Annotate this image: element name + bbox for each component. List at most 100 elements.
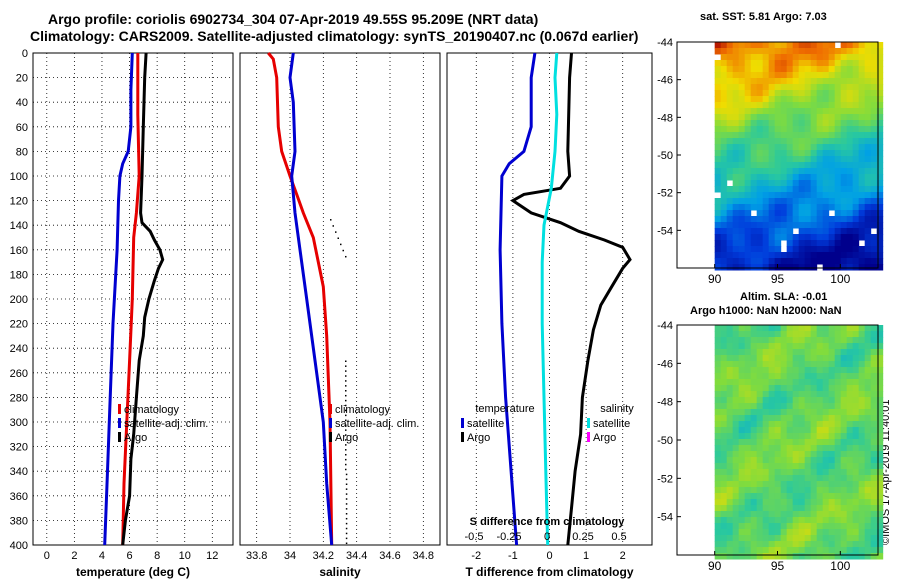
map-cell (720, 391, 728, 398)
map-cell (822, 361, 830, 368)
map-cell (762, 547, 770, 554)
map-cell (768, 355, 776, 362)
map-cell (852, 445, 860, 452)
map-cell (804, 180, 812, 187)
map-cell (852, 451, 860, 458)
map-cell (810, 180, 818, 187)
map-cell (714, 246, 722, 253)
map-cell (726, 433, 734, 440)
map-cell (750, 108, 758, 115)
map-cell (798, 48, 806, 55)
map-cell (780, 439, 788, 446)
map-y-tick-label: -52 (657, 188, 673, 200)
map-cell (876, 541, 884, 548)
map-cell (840, 54, 848, 61)
map-cell (810, 48, 818, 55)
map-cell (744, 150, 752, 157)
map-cell (792, 132, 800, 139)
map-cell (792, 355, 800, 362)
map-cell (804, 547, 812, 554)
map-cell (822, 132, 830, 139)
map-cell (852, 361, 860, 368)
y-tick-label: 260 (10, 368, 28, 380)
map-cell (816, 499, 824, 506)
map-cell (822, 487, 830, 494)
map-cell (822, 385, 830, 392)
map-cell (750, 144, 758, 151)
map-cell (792, 264, 800, 271)
map-cell (852, 78, 860, 85)
y-tick-label: 20 (16, 73, 28, 85)
map-cell (810, 228, 818, 235)
map-cell (870, 102, 878, 109)
map-cell (816, 445, 824, 452)
map-cell (744, 529, 752, 536)
x-tick-label: 0 (44, 550, 50, 562)
map-cell (720, 150, 728, 157)
map-cell (750, 343, 758, 350)
map-cell (720, 547, 728, 554)
map-cell (786, 42, 794, 49)
map-cell (822, 54, 830, 61)
map-cell (804, 421, 812, 428)
map-cell (762, 463, 770, 470)
map-cell (816, 132, 824, 139)
map-cell (816, 469, 824, 476)
map-cell (750, 379, 758, 386)
map-cell (846, 114, 854, 121)
map-cell (744, 180, 752, 187)
map-cell (786, 204, 794, 211)
argo-salinity-dot (345, 390, 347, 392)
map-cell (876, 421, 884, 428)
map-cell (840, 463, 848, 470)
map-cell (720, 258, 728, 265)
map-cell (798, 487, 806, 494)
map-cell (804, 355, 812, 362)
map-cell (840, 252, 848, 259)
map-cell (726, 355, 734, 362)
map-cell (840, 469, 848, 476)
map-cell (768, 114, 776, 121)
map-cell (774, 331, 782, 338)
map-cell (774, 222, 782, 229)
map-cell (768, 138, 776, 145)
map-cell (780, 391, 788, 398)
map-cell (870, 186, 878, 193)
map-cell (840, 180, 848, 187)
map-cell (810, 415, 818, 422)
map-cell (876, 427, 884, 434)
map-cell (750, 529, 758, 536)
map-cell (726, 234, 734, 241)
map-cell (756, 493, 764, 500)
diff-legend-sal-label: satellite (593, 418, 630, 430)
map-cell (804, 481, 812, 488)
map-cell (780, 162, 788, 169)
map-cell (852, 529, 860, 536)
temp-legend-swatch (118, 432, 121, 442)
map-cell (846, 427, 854, 434)
map-cell (732, 126, 740, 133)
map-cell (864, 433, 872, 440)
map-cell (822, 240, 830, 247)
map-cell (828, 174, 836, 181)
map-cell (726, 168, 734, 175)
map-cell (864, 403, 872, 410)
map-cell (750, 457, 758, 464)
map-cell (858, 499, 866, 506)
map-cell (714, 469, 722, 476)
map-cell (756, 228, 764, 235)
map-cell (852, 433, 860, 440)
map-cell (870, 168, 878, 175)
map-cell (732, 132, 740, 139)
map-cell (816, 325, 824, 332)
map-cell (834, 222, 842, 229)
map-cell (876, 451, 884, 458)
map-cell (816, 102, 824, 109)
map-cell (744, 391, 752, 398)
map-cell (840, 553, 848, 560)
map-cell (726, 451, 734, 458)
map-cell (768, 198, 776, 205)
map-cell (780, 397, 788, 404)
map-cell (852, 397, 860, 404)
map-cell (714, 228, 722, 235)
